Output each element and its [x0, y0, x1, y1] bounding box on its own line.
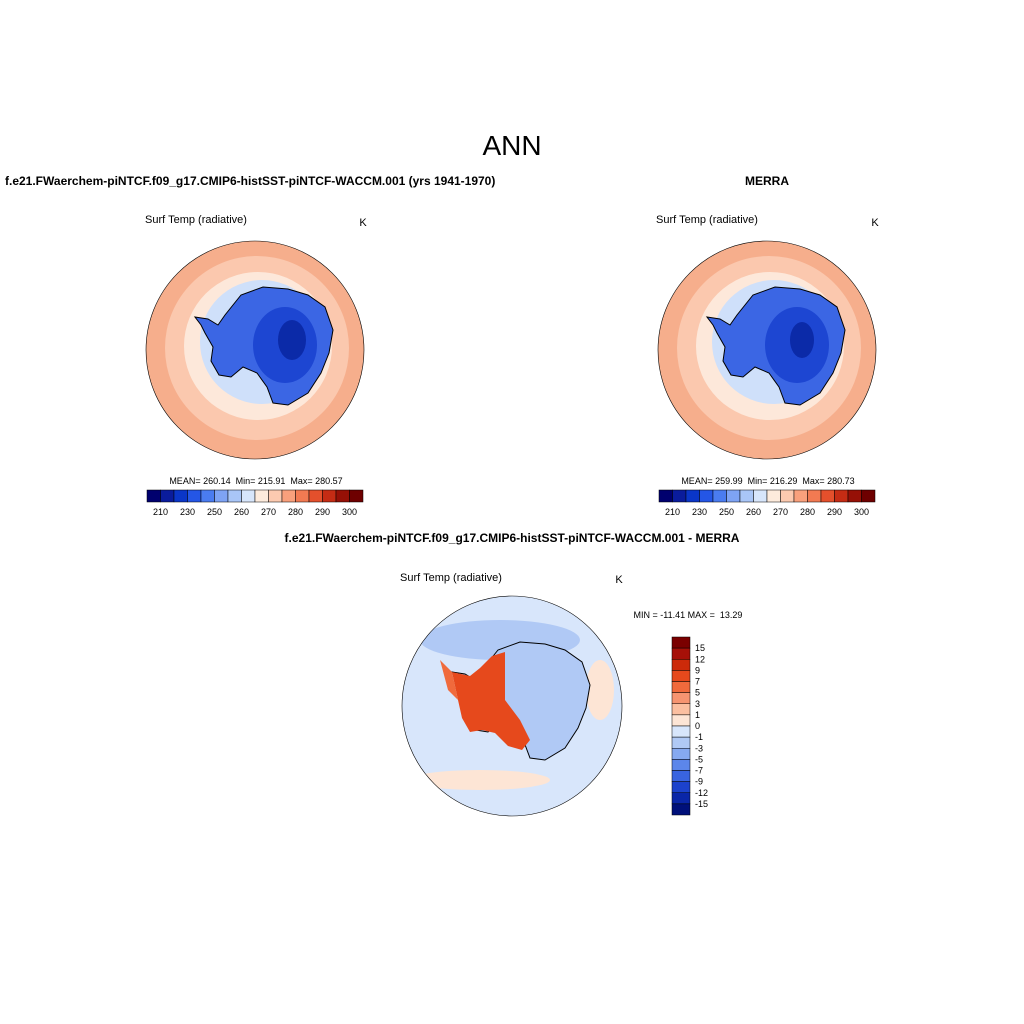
variable-label: Surf Temp (radiative) — [145, 214, 247, 226]
colorbar-box — [671, 703, 691, 716]
colorbar-label: 280 — [800, 507, 815, 517]
colorbar-box — [671, 659, 691, 671]
colorbar-box — [671, 692, 691, 704]
colorbar-label: 12 — [695, 654, 705, 664]
colorbar-box — [658, 489, 673, 503]
colorbar-box — [766, 489, 781, 503]
colorbar-label: 280 — [288, 507, 303, 517]
panel-title: f.e21.FWaerchem-piNTCF.f09_g17.CMIP6-his… — [285, 531, 740, 545]
colorbar-box — [671, 759, 691, 771]
colorbar-box — [254, 489, 269, 503]
map — [658, 241, 876, 459]
colorbar-box — [671, 714, 691, 727]
map — [402, 596, 622, 816]
colorbar-label: 300 — [342, 507, 357, 517]
units-label: K — [615, 574, 623, 586]
colorbar-label: 5 — [695, 688, 700, 698]
colorbar-box — [847, 489, 862, 503]
colorbar-label: 210 — [665, 507, 680, 517]
stats: MEAN= 260.14 Min= 215.91 Max= 280.57 — [169, 476, 342, 486]
map — [146, 241, 364, 459]
colorbar-box — [671, 781, 691, 793]
colorbar-label: 230 — [692, 507, 707, 517]
colorbar-label: -7 — [695, 766, 703, 776]
colorbar-box — [308, 489, 323, 503]
colorbar-box — [671, 770, 691, 782]
colorbar-box — [807, 489, 822, 503]
colorbar-label: -3 — [695, 743, 703, 753]
units-label: K — [359, 217, 367, 229]
colorbar-label: 1 — [695, 710, 700, 720]
colorbar-box — [834, 489, 849, 503]
colorbar-label: 260 — [746, 507, 761, 517]
colorbar-box — [671, 670, 691, 682]
colorbar-box — [671, 636, 691, 649]
colorbar-box — [685, 489, 700, 503]
colorbar-box — [146, 489, 161, 503]
colorbar-box — [335, 489, 350, 503]
stats: MEAN= 259.99 Min= 216.29 Max= 280.73 — [681, 476, 854, 486]
colorbar-label: -9 — [695, 777, 703, 787]
colorbar-label: 3 — [695, 699, 700, 709]
colorbar: 210 230 250 260 270 280 290 300 — [146, 489, 364, 517]
colorbar-box — [227, 489, 242, 503]
colorbar-box — [726, 489, 741, 503]
variable-label: Surf Temp (radiative) — [400, 572, 502, 584]
colorbar-label: 270 — [773, 507, 788, 517]
colorbar-box — [671, 736, 691, 749]
colorbar-label: 7 — [695, 677, 700, 687]
colorbar-box — [712, 489, 727, 503]
colorbar-box — [268, 489, 283, 503]
colorbar-label: -1 — [695, 732, 703, 742]
colorbar-box — [699, 489, 714, 503]
colorbar-box — [780, 489, 795, 503]
colorbar-box — [671, 647, 691, 660]
colorbar-label: -15 — [695, 799, 708, 809]
colorbar-box — [322, 489, 337, 503]
colorbar-box — [739, 489, 754, 503]
colorbar-label: -5 — [695, 754, 703, 764]
colorbar-label: 300 — [854, 507, 869, 517]
colorbar-label: 270 — [261, 507, 276, 517]
colorbar-box — [160, 489, 175, 503]
colorbar-box — [753, 489, 768, 503]
colorbar-box — [671, 748, 691, 760]
colorbar-label: 290 — [827, 507, 842, 517]
colorbar-box — [241, 489, 256, 503]
colorbar-label: 290 — [315, 507, 330, 517]
colorbar-label: 0 — [695, 721, 700, 731]
panel-title: MERRA — [745, 174, 789, 188]
panel-title: f.e21.FWaerchem-piNTCF.f09_g17.CMIP6-his… — [5, 174, 495, 188]
colorbar-label: -12 — [695, 788, 708, 798]
main-title: ANN — [482, 130, 541, 161]
colorbar-label: 260 — [234, 507, 249, 517]
colorbar-label: 250 — [719, 507, 734, 517]
units-label: K — [871, 217, 879, 229]
colorbar-label: 9 — [695, 665, 700, 675]
colorbar-box — [820, 489, 835, 503]
colorbar-box — [672, 489, 687, 503]
colorbar-box — [349, 489, 364, 503]
colorbar: 210 230 250 260 270 280 290 300 — [658, 489, 876, 517]
colorbar-label: 210 — [153, 507, 168, 517]
colorbar-box — [187, 489, 202, 503]
colorbar-label: 230 — [180, 507, 195, 517]
colorbar-box — [671, 681, 691, 693]
colorbar-box — [861, 489, 876, 503]
colorbar-label: 250 — [207, 507, 222, 517]
colorbar-box — [671, 725, 691, 738]
colorbar-box — [214, 489, 229, 503]
colorbar-box — [281, 489, 296, 503]
variable-label: Surf Temp (radiative) — [656, 214, 758, 226]
colorbar-box — [671, 792, 691, 805]
stats: MIN = -11.41 MAX = 13.29 — [634, 610, 743, 620]
colorbar-box — [295, 489, 310, 503]
colorbar-box — [793, 489, 808, 503]
colorbar-box — [200, 489, 215, 503]
colorbar-box — [671, 803, 691, 816]
colorbar-label: 15 — [695, 643, 705, 653]
colorbar-box — [173, 489, 188, 503]
